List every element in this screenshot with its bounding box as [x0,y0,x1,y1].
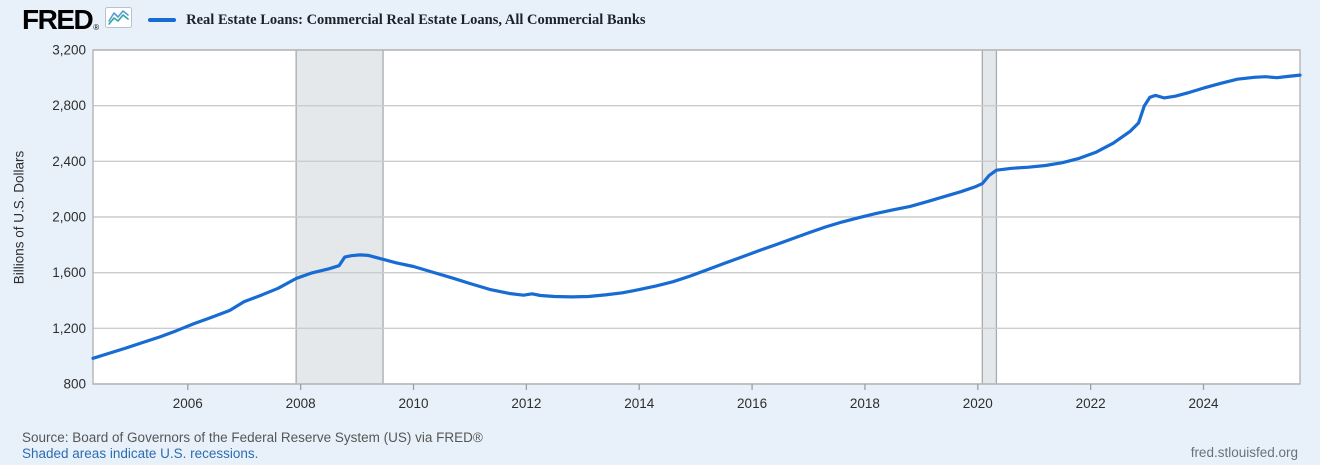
legend-line-swatch [148,18,177,22]
site-link[interactable]: fred.stlouisfed.org [1190,445,1298,460]
x-tick-label: 2022 [1076,396,1106,411]
y-axis-title: Billions of U.S. Dollars [11,150,27,285]
fred-sparkline-icon [105,7,133,33]
y-tick-label: 1,600 [52,265,86,280]
y-tick-label: 2,800 [52,98,86,113]
x-tick-label: 2012 [511,396,541,411]
x-tick-label: 2024 [1188,396,1219,411]
fred-logo[interactable]: FRED ® [22,4,100,35]
plot-border [92,49,1301,385]
source-text: Source: Board of Governors of the Federa… [22,430,483,445]
y-tick-label: 800 [63,377,86,392]
data-line [91,73,1302,360]
recession-note-link[interactable]: Shaded areas indicate U.S. recessions. [22,445,259,461]
chart-footer: Source: Board of Governors of the Federa… [22,430,483,461]
x-tick-label: 2016 [737,396,767,411]
registered-trademark: ® [93,23,100,32]
x-tick-label: 2008 [286,396,316,411]
x-tick-label: 2018 [850,396,880,411]
x-tick-label: 2014 [624,396,655,411]
y-tick-label: 2,400 [52,154,86,169]
x-tick-label: 2010 [398,396,428,411]
chart-header: FRED ® Real Estate Loans: Commercial Rea… [22,5,646,35]
y-tick-label: 2,000 [52,210,86,225]
y-tick-label: 1,200 [52,321,86,336]
x-tick-label: 2020 [963,396,993,411]
y-tick-label: 3,200 [52,43,86,58]
fred-logo-text: FRED [22,4,94,35]
series-title: Real Estate Loans: Commercial Real Estat… [186,11,646,28]
x-tick-label: 2006 [173,396,203,411]
